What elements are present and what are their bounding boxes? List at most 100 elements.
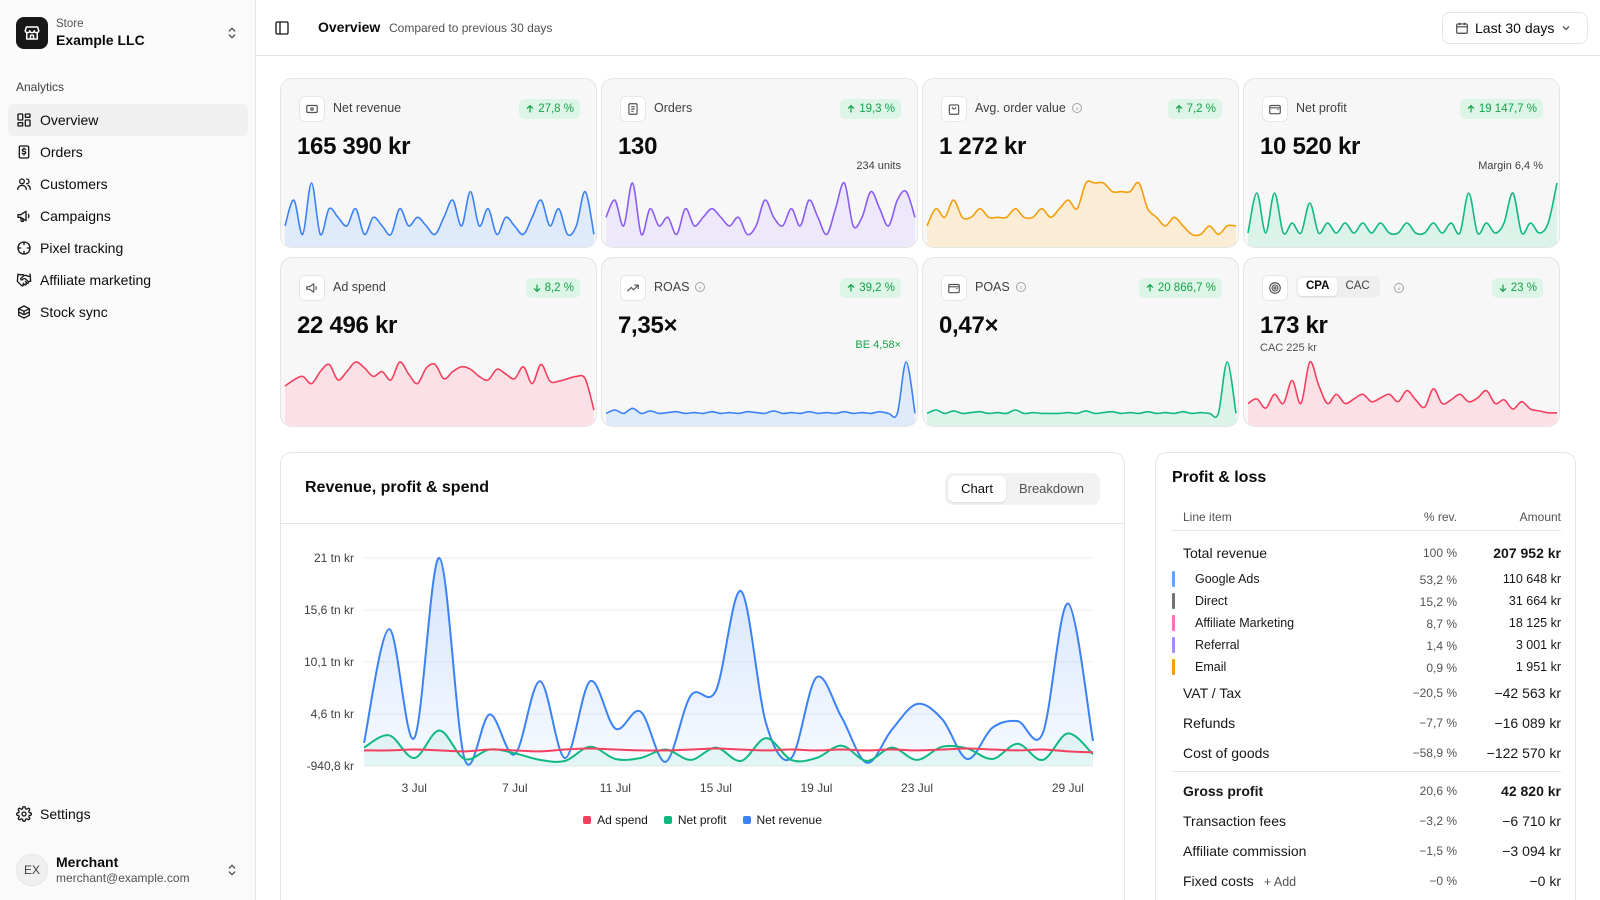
pl-row-pct: 0,9 %: [1426, 661, 1457, 675]
receipt-icon: [18, 145, 30, 159]
pl-row-name: VAT / Tax: [1183, 685, 1242, 701]
handshake-icon: [16, 273, 32, 287]
kpi-label: Ad spend: [333, 280, 386, 294]
col-pct-rev: % rev.: [1423, 510, 1457, 524]
kpi-card-orders[interactable]: Orders 19,3 % 130 234 units: [601, 78, 918, 248]
user-name: Merchant: [56, 854, 119, 871]
channel-color-bar: [1172, 593, 1175, 609]
chevrons-up-down-icon: [228, 27, 236, 39]
sidebar-item-campaigns[interactable]: Campaigns: [8, 200, 248, 232]
x-tick-label: 29 Jul: [1052, 781, 1084, 795]
change-value: 23 %: [1510, 282, 1537, 294]
info-icon[interactable]: [1393, 282, 1405, 294]
pl-row-pct: 20,6 %: [1419, 784, 1457, 798]
kpi-value: 165 390 kr: [297, 133, 411, 160]
change-value: 8,2 %: [544, 282, 574, 294]
shopping-bag-icon: [941, 96, 967, 122]
sidebar-item-label: Orders: [40, 144, 83, 160]
y-tick-label: 4,6 tn kr: [311, 707, 354, 721]
toggle-cac[interactable]: CAC: [1345, 280, 1370, 292]
pl-row-name: Affiliate commission: [1183, 843, 1307, 859]
kpi-card-net-revenue[interactable]: Net revenue 27,8 % 165 390 kr: [280, 78, 597, 248]
crosshair-icon: [17, 241, 31, 255]
kpi-label: Avg. order value: [975, 101, 1083, 115]
sidebar-item-customers[interactable]: Customers: [8, 168, 248, 200]
kpi-note: BE 4,58×: [855, 339, 901, 351]
info-icon[interactable]: [694, 281, 706, 293]
legend-swatch: [663, 816, 672, 824]
info-icon[interactable]: [1015, 281, 1027, 293]
kpi-card-avg-order-value[interactable]: Avg. order value 7,2 % 1 272 kr: [922, 78, 1239, 248]
kpi-value: 10 520 kr: [1260, 133, 1361, 160]
series-line-ad-spend: [363, 747, 1094, 754]
sidebar-item-overview[interactable]: Overview: [8, 104, 248, 136]
sidebar-item-pixel-tracking[interactable]: Pixel tracking: [8, 232, 248, 264]
revenue-chart-card: Revenue, profit & spend Chart Breakdown …: [280, 452, 1125, 900]
pl-row-name: Total revenue: [1183, 545, 1268, 561]
sparkline-cpa: [1247, 361, 1558, 426]
kpi-value: 173 kr: [1260, 312, 1328, 339]
pl-row-amount: −6 710 kr: [1502, 813, 1561, 829]
kpi-card-poas[interactable]: POAS 20 866,7 % 0,47×: [922, 257, 1239, 427]
cpa-cac-toggle[interactable]: CPA CAC: [1296, 276, 1380, 298]
arrow-up-icon: [847, 283, 855, 292]
series-line-net-revenue: [363, 556, 1094, 766]
sidebar-item-settings[interactable]: Settings: [8, 798, 248, 830]
pl-row-name: Direct: [1195, 594, 1228, 608]
megaphone-icon: [299, 275, 325, 301]
revenue-profit-spend-chart[interactable]: 21 tn kr 15,6 tn kr 10,1 tn kr 4,6 tn kr -94…: [281, 524, 1124, 854]
chart-view-tabs: Chart Breakdown: [945, 473, 1100, 505]
pl-row-pct: 8,7 %: [1426, 617, 1457, 631]
kpi-card-cpa[interactable]: CPA CAC 23 % 173 kr CAC 225 kr: [1243, 257, 1560, 427]
kpi-card-roas[interactable]: ROAS 39,2 % 7,35× BE 4,58×: [601, 257, 918, 427]
chevron-down-icon: [1562, 26, 1570, 31]
date-range-select[interactable]: Last 30 days: [1442, 12, 1588, 44]
store-switcher[interactable]: Store Example LLC: [16, 16, 240, 50]
sidebar-toggle-icon[interactable]: [274, 20, 290, 36]
kpi-card-net-profit[interactable]: Net profit 19 147,7 % 10 520 kr Margin 6…: [1243, 78, 1560, 248]
megaphone-icon: [17, 210, 30, 222]
pl-row-name: Gross profit: [1183, 783, 1264, 799]
y-tick-label: 15,6 tn kr: [304, 603, 354, 617]
sidebar-item-orders[interactable]: Orders: [8, 136, 248, 168]
layout-grid-icon: [17, 113, 31, 127]
y-tick-label: 21 tn kr: [314, 551, 354, 565]
legend-item-net-profit[interactable]: Net profit: [663, 813, 727, 827]
pl-row-pct: 1,4 %: [1426, 639, 1457, 653]
sidebar-item-affiliate-marketing[interactable]: Affiliate marketing: [8, 264, 248, 296]
nav-group-label: Analytics: [16, 80, 65, 94]
col-line-item: Line item: [1183, 510, 1232, 524]
legend-item-net-revenue[interactable]: Net revenue: [742, 813, 822, 827]
pl-row-pct: −7,7 %: [1419, 716, 1457, 730]
toggle-cpa[interactable]: CPA: [1298, 278, 1338, 296]
add-fixed-cost-button[interactable]: + Add: [1263, 875, 1297, 889]
pl-row-amount: 1 951 kr: [1515, 660, 1561, 674]
pl-row-pct: 53,2 %: [1419, 573, 1457, 587]
change-badge: 19 147,7 %: [1459, 99, 1543, 119]
chart-legend: Ad spend Net profit Net revenue: [281, 813, 1124, 827]
kpi-card-ad-spend[interactable]: Ad spend 8,2 % 22 496 kr: [280, 257, 597, 427]
tab-breakdown[interactable]: Breakdown: [1018, 481, 1084, 496]
sidebar-item-stock-sync[interactable]: Stock sync: [8, 296, 248, 328]
x-tick-label: 11 Jul: [600, 781, 631, 795]
sidebar-item-label: Affiliate marketing: [40, 272, 152, 288]
arrow-up-icon: [1175, 104, 1182, 113]
user-menu[interactable]: EX Merchant merchant@example.com: [16, 852, 240, 888]
tab-chart[interactable]: Chart: [948, 476, 1006, 502]
sidebar-item-label: Pixel tracking: [40, 240, 124, 256]
page-title: Overview: [318, 19, 381, 35]
col-amount: Amount: [1519, 510, 1561, 524]
channel-color-bar: [1172, 615, 1175, 631]
channel-color-bar: [1172, 637, 1175, 653]
kpi-subvalue: CAC 225 kr: [1260, 342, 1317, 354]
pl-row-name-wrap: Fixed costs + Add: [1183, 873, 1296, 889]
change-value: 7,2 %: [1186, 103, 1216, 115]
info-icon[interactable]: [1071, 102, 1083, 114]
pl-row-name: Google Ads: [1195, 572, 1260, 586]
x-tick-label: 15 Jul: [700, 781, 732, 795]
sparkline-line: [926, 361, 1237, 419]
arrow-down-icon: [533, 284, 540, 293]
legend-item-ad-spend[interactable]: Ad spend: [583, 813, 648, 827]
calendar-icon: [1456, 22, 1468, 34]
pl-row-pct: −58,9 %: [1412, 746, 1457, 760]
